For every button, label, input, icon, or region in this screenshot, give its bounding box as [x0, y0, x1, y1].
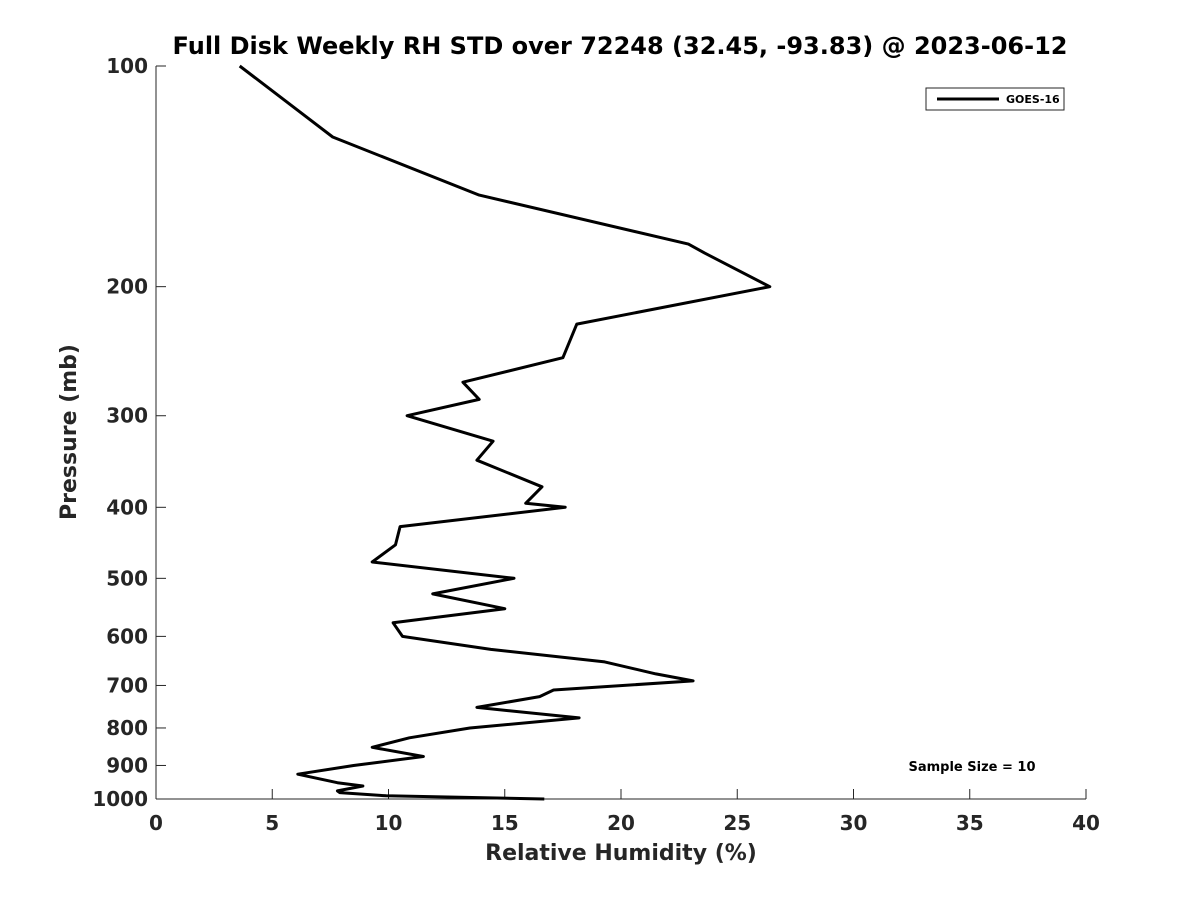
x-tick-label: 20: [607, 811, 635, 835]
x-tick-label: 35: [956, 811, 984, 835]
y-tick-label: 800: [106, 716, 148, 740]
y-ticks: 100 200 300 400 500 600 700 800 900 1000: [92, 54, 166, 811]
x-tick-label: 10: [375, 811, 403, 835]
y-tick-label: 1000: [92, 787, 148, 811]
y-tick-label: 300: [106, 404, 148, 428]
x-tick-label: 40: [1072, 811, 1100, 835]
x-tick-label: 30: [840, 811, 868, 835]
y-tick-label: 200: [106, 275, 148, 299]
x-tick-label: 5: [265, 811, 279, 835]
y-tick-label: 500: [106, 566, 148, 590]
chart-title: Full Disk Weekly RH STD over 72248 (32.4…: [173, 32, 1068, 60]
sample-size-annotation: Sample Size = 10: [908, 760, 1035, 775]
series-layer: [238, 64, 772, 801]
y-tick-label: 100: [106, 54, 148, 78]
x-axis-label: Relative Humidity (%): [485, 841, 757, 866]
y-tick-label: 600: [106, 624, 148, 648]
y-tick-label: 400: [106, 495, 148, 519]
legend-entry-label: GOES-16: [1006, 93, 1060, 106]
x-tick-label: 25: [723, 811, 751, 835]
plot-frame: [156, 66, 1086, 799]
x-tick-label: 15: [491, 811, 519, 835]
x-tick-label: 0: [149, 811, 163, 835]
y-tick-label: 900: [106, 753, 148, 777]
y-axis-label: Pressure (mb): [57, 344, 82, 520]
legend: GOES-16: [925, 87, 1065, 111]
series-line-0: [238, 64, 772, 801]
y-tick-label: 700: [106, 673, 148, 697]
x-ticks: 0 5 10 15 20 25 30 35 40: [149, 789, 1100, 835]
